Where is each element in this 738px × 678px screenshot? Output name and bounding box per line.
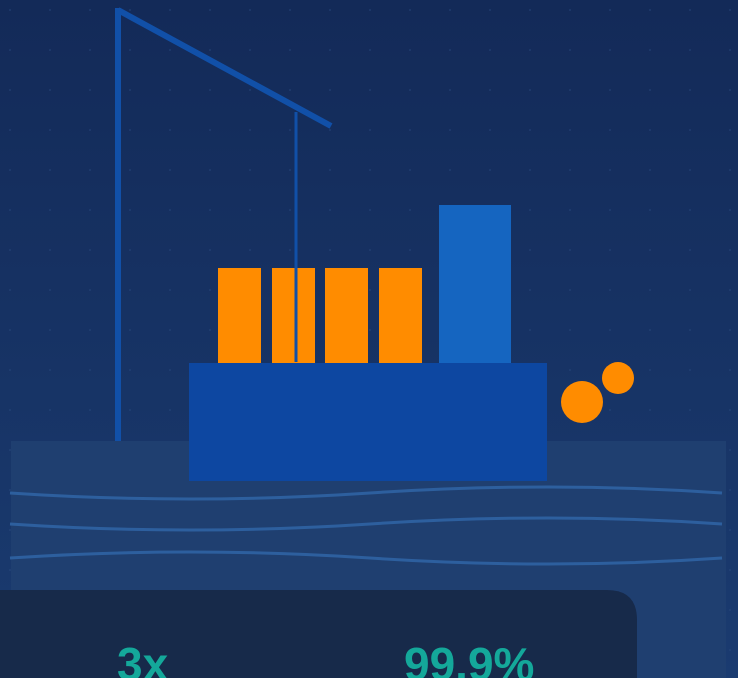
smoke-puff — [561, 381, 603, 423]
container — [325, 268, 368, 363]
crane-boom — [116, 7, 333, 129]
stat-value: 99.9% — [404, 638, 534, 678]
stat-value: 3x — [117, 638, 169, 678]
ship-hull — [189, 363, 547, 481]
waves — [9, 485, 723, 566]
wave — [9, 516, 723, 532]
containers — [218, 268, 422, 363]
container — [272, 268, 315, 363]
smoke-puff — [602, 362, 634, 394]
wave — [9, 550, 723, 566]
container — [218, 268, 261, 363]
ship-tower — [439, 205, 511, 363]
wave — [9, 485, 723, 501]
container — [379, 268, 422, 363]
stats-panel — [0, 590, 637, 678]
